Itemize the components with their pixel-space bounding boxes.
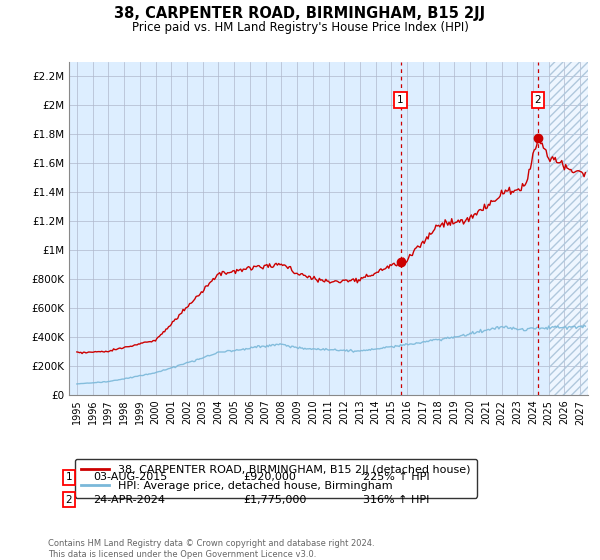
Text: 225% ↑ HPI: 225% ↑ HPI bbox=[363, 472, 430, 482]
Text: 1: 1 bbox=[65, 472, 73, 482]
Legend: 38, CARPENTER ROAD, BIRMINGHAM, B15 2JJ (detached house), HPI: Average price, de: 38, CARPENTER ROAD, BIRMINGHAM, B15 2JJ … bbox=[74, 459, 477, 497]
Text: 2: 2 bbox=[535, 95, 541, 105]
Text: Price paid vs. HM Land Registry's House Price Index (HPI): Price paid vs. HM Land Registry's House … bbox=[131, 21, 469, 34]
Text: Contains HM Land Registry data © Crown copyright and database right 2024.
This d: Contains HM Land Registry data © Crown c… bbox=[48, 539, 374, 559]
Text: £1,775,000: £1,775,000 bbox=[243, 494, 307, 505]
Text: 03-AUG-2015: 03-AUG-2015 bbox=[93, 472, 167, 482]
Text: 24-APR-2024: 24-APR-2024 bbox=[93, 494, 165, 505]
Bar bbox=[548, 62, 588, 395]
Text: 38, CARPENTER ROAD, BIRMINGHAM, B15 2JJ: 38, CARPENTER ROAD, BIRMINGHAM, B15 2JJ bbox=[115, 6, 485, 21]
Text: 2: 2 bbox=[65, 494, 73, 505]
Bar bbox=[548, 62, 588, 395]
Text: 1: 1 bbox=[397, 95, 404, 105]
Text: 316% ↑ HPI: 316% ↑ HPI bbox=[363, 494, 430, 505]
Text: £920,000: £920,000 bbox=[243, 472, 296, 482]
